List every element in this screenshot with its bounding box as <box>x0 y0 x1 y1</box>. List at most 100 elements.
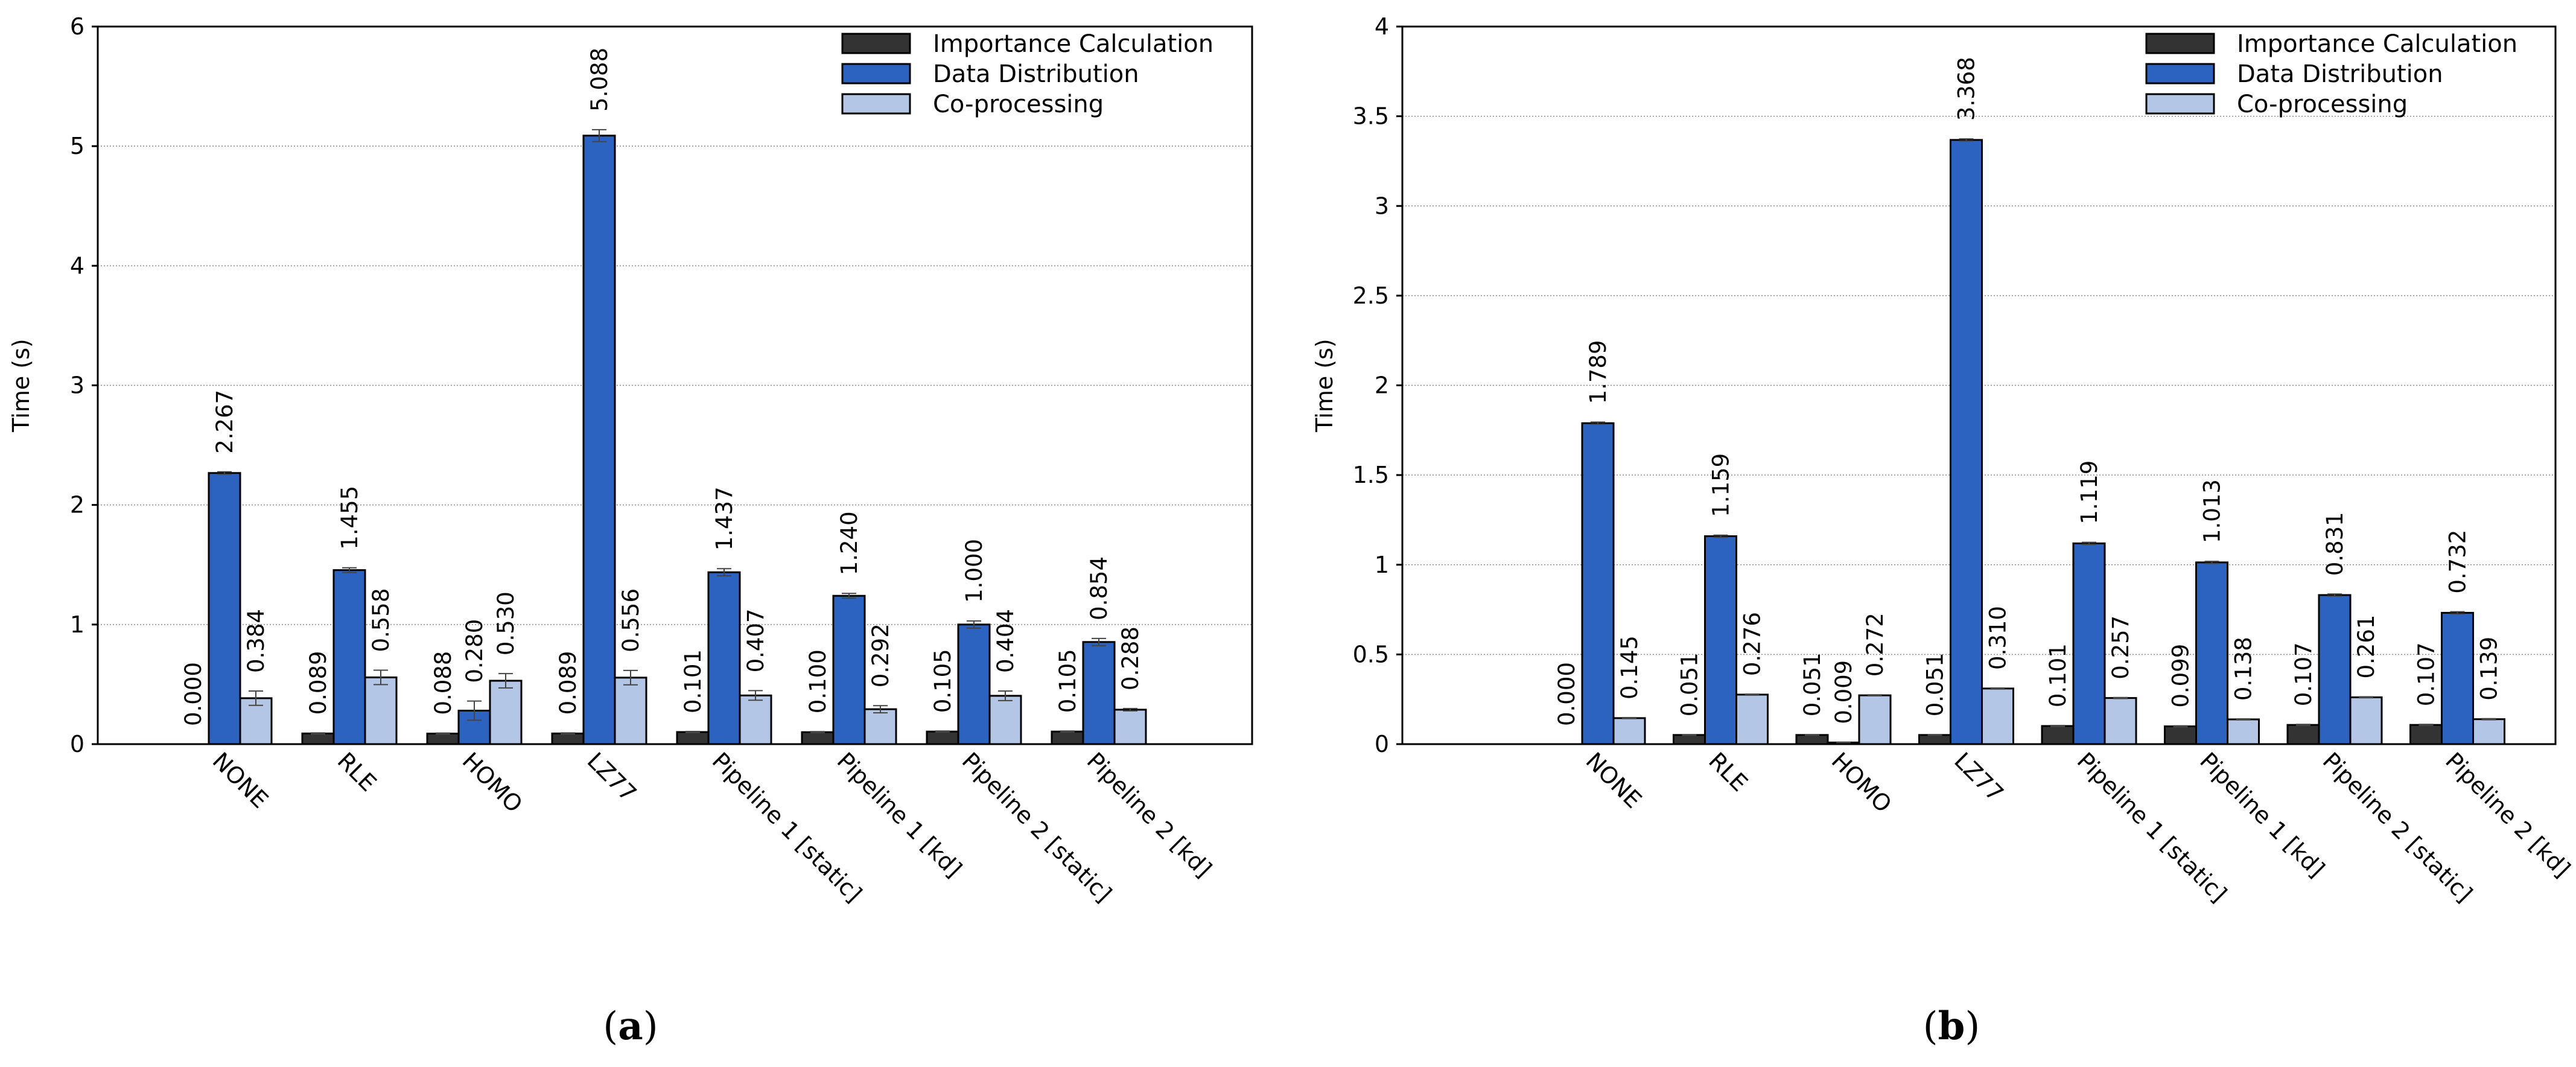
bar <box>614 677 647 745</box>
bar <box>676 731 710 745</box>
y-tick-label: 1 <box>1375 552 1389 578</box>
data-label: 0.138 <box>2231 637 2257 701</box>
data-label: 0.051 <box>1922 652 1948 716</box>
legend-entry: Importance Calculation <box>933 30 1213 58</box>
data-label: 0.105 <box>930 649 956 713</box>
bar <box>926 730 959 745</box>
bar <box>364 676 398 745</box>
data-label: 0.280 <box>462 619 488 683</box>
bar <box>1735 693 1769 745</box>
data-label: 1.000 <box>961 539 987 603</box>
y-tick-label: 3 <box>70 372 84 399</box>
y-axis-label: Time (s) <box>8 339 34 433</box>
bar <box>2286 724 2320 745</box>
data-label: 0.854 <box>1086 556 1112 620</box>
data-label: 0.000 <box>1554 662 1580 726</box>
data-label: 0.101 <box>680 649 706 713</box>
x-tick-label: Pipeline 2 [kd] <box>1082 747 1217 882</box>
bar <box>1113 709 1147 745</box>
bar <box>988 695 1022 745</box>
data-label: 0.831 <box>2322 512 2348 576</box>
legend-swatch <box>2145 63 2215 84</box>
y-tick-label: 2 <box>70 492 84 518</box>
data-label: 0.088 <box>430 651 456 715</box>
data-label: 2.267 <box>212 390 238 454</box>
legend-entry: Co-processing <box>933 91 1104 118</box>
bar <box>863 708 897 745</box>
y-tick-label: 1.5 <box>1353 462 1389 488</box>
data-label: 0.310 <box>1985 606 2011 670</box>
data-label: 0.404 <box>993 609 1019 673</box>
data-label: 0.732 <box>2445 530 2471 594</box>
data-label: 0.051 <box>1677 652 1703 716</box>
panel-caption: (b) <box>1923 1004 1980 1049</box>
bar <box>2227 718 2260 745</box>
y-tick-label: 2 <box>1375 372 1389 399</box>
data-label: 3.368 <box>1954 57 1980 121</box>
bar <box>2441 611 2474 745</box>
panel-caption: (a) <box>603 1004 658 1049</box>
bar <box>1918 734 1951 745</box>
y-axis-label: Time (s) <box>1311 339 1338 433</box>
bar <box>739 694 772 745</box>
data-label: 0.272 <box>1862 613 1888 677</box>
y-tick-label: 0 <box>1375 731 1389 757</box>
data-label: 0.000 <box>180 662 206 726</box>
data-label: 0.276 <box>1740 612 1766 676</box>
bar <box>1795 734 1829 745</box>
y-tick-label: 3 <box>1375 193 1389 219</box>
bar <box>2195 561 2228 745</box>
data-label: 0.384 <box>243 609 269 673</box>
bar <box>2318 594 2352 745</box>
y-tick-label: 1 <box>70 611 84 638</box>
bar <box>801 731 835 745</box>
bar <box>1673 734 1706 745</box>
bar <box>2104 697 2137 745</box>
data-label: 0.558 <box>368 588 394 652</box>
y-tick-label: 6 <box>70 13 84 40</box>
panel-a: 0 1 2 3 4 5 6 0.000 2.267 0.384 NONE 0.089 1.455 0.55… <box>8 13 1253 1049</box>
data-label: 0.139 <box>2476 637 2502 701</box>
y-tick-label: 0.5 <box>1353 641 1389 667</box>
bar <box>2349 696 2383 745</box>
legend-entry: Co-processing <box>2237 91 2408 118</box>
bar <box>1704 535 1737 745</box>
data-label: 0.257 <box>2108 616 2134 680</box>
bar <box>208 472 241 745</box>
data-label: 0.051 <box>1799 652 1825 716</box>
data-label: 0.099 <box>2168 644 2194 708</box>
data-label: 0.009 <box>1831 660 1857 724</box>
bar <box>426 733 460 745</box>
data-label: 1.789 <box>1585 340 1611 404</box>
x-tick-label: LZ77 <box>582 747 642 807</box>
legend-swatch <box>841 33 911 54</box>
y-tick-label: 2.5 <box>1353 282 1389 309</box>
plot-frame <box>97 25 1253 745</box>
bar <box>1082 641 1116 745</box>
plot-frame <box>1401 25 2557 745</box>
x-tick-label: LZ77 <box>1949 747 2009 807</box>
y-tick-label: 0 <box>70 731 84 757</box>
bar <box>1950 139 1983 745</box>
data-label: 1.119 <box>2076 460 2102 524</box>
legend-swatch <box>841 63 911 84</box>
data-label: 0.530 <box>493 591 519 655</box>
x-tick-label: Pipeline 1 [kd] <box>832 747 967 882</box>
data-label: 5.088 <box>587 48 612 112</box>
data-label: 0.107 <box>2291 642 2317 706</box>
bar <box>582 135 616 745</box>
y-tick-label: 4 <box>1375 13 1389 40</box>
bar <box>1612 717 1646 745</box>
legend-swatch <box>2145 93 2215 115</box>
data-label: 0.105 <box>1055 649 1081 713</box>
data-label: 0.089 <box>305 651 331 715</box>
x-tick-label: HOMO <box>457 747 528 818</box>
y-tick-label: 3.5 <box>1353 103 1389 130</box>
bar <box>2041 725 2075 745</box>
y-tick-label: 4 <box>70 252 84 279</box>
bar <box>1581 422 1615 745</box>
y-tick-label: 5 <box>70 133 84 159</box>
data-label: 1.240 <box>836 511 862 575</box>
x-tick-label: Pipeline 1 [kd] <box>2195 747 2330 882</box>
